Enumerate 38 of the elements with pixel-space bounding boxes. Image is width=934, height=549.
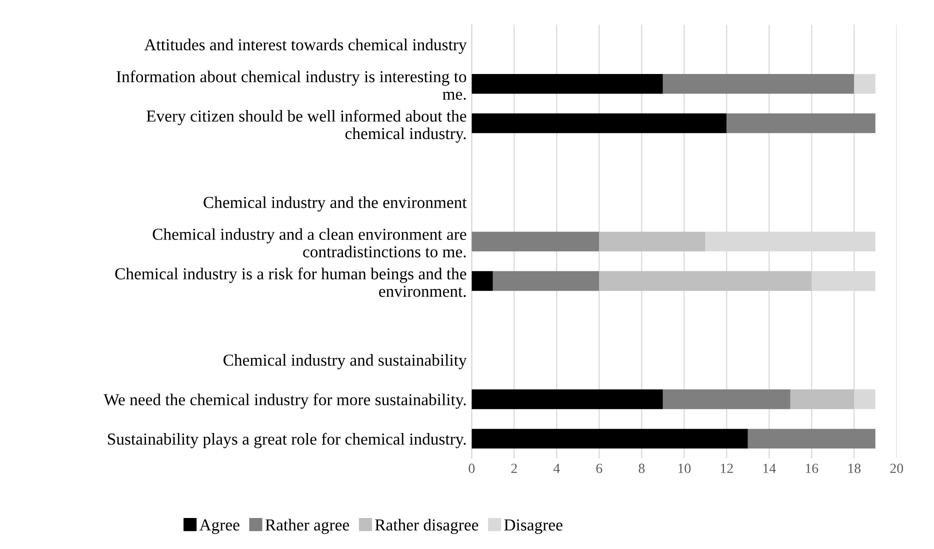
bar [599, 232, 706, 252]
x-tick-label: 4 [553, 464, 560, 473]
x-tick-label: 18 [848, 464, 861, 474]
x-tick-label: 6 [596, 464, 602, 474]
y-tick-label: Chemical industry and sustainability [224, 354, 467, 370]
y-tick-label: Chemical industry is a risk for human beings and the environment. [115, 268, 466, 297]
legend-label: Disagree [504, 519, 562, 534]
bar [662, 389, 790, 410]
bar [472, 232, 600, 252]
x-tick-label: 0 [468, 464, 475, 474]
x-tick-label: 12 [720, 464, 733, 473]
bar [599, 271, 812, 291]
bar [472, 428, 748, 449]
y-tick-label: Chemical industry and a clean environment are contradistinctions to me. [152, 228, 466, 258]
bar [472, 74, 663, 94]
bar [748, 428, 876, 449]
x-tick-label: 8 [638, 464, 645, 474]
y-tick-label: Sustainability plays a great role for chemical industry. [108, 432, 466, 448]
y-tick-label: Every citizen should be well informed about the chemical industry. [146, 110, 466, 143]
x-tick-label: 16 [806, 464, 818, 474]
y-tick-label: Attitudes and interest towards chemical industry [144, 38, 467, 54]
legend-label: Agree [199, 519, 240, 534]
x-tick-label: 10 [678, 464, 691, 474]
y-tick-label: Chemical industry and the environment [204, 196, 467, 212]
bar [790, 389, 854, 410]
y-tick-label: We need the chemical industry for more sustainability. [104, 393, 466, 409]
legend-label: Rather agree [265, 518, 350, 534]
bar [472, 389, 663, 410]
x-tick-label: 14 [763, 464, 776, 473]
bar [472, 113, 727, 134]
legend-label: Rather disagree [375, 518, 478, 534]
bar [726, 113, 876, 134]
y-tick-label: Information about chemical industry is interesting to me. [116, 70, 466, 100]
x-tick-label: 2 [511, 464, 517, 473]
bar [472, 271, 493, 291]
x-tick-label: 20 [890, 464, 904, 474]
bar [662, 74, 854, 94]
bar [492, 271, 600, 291]
